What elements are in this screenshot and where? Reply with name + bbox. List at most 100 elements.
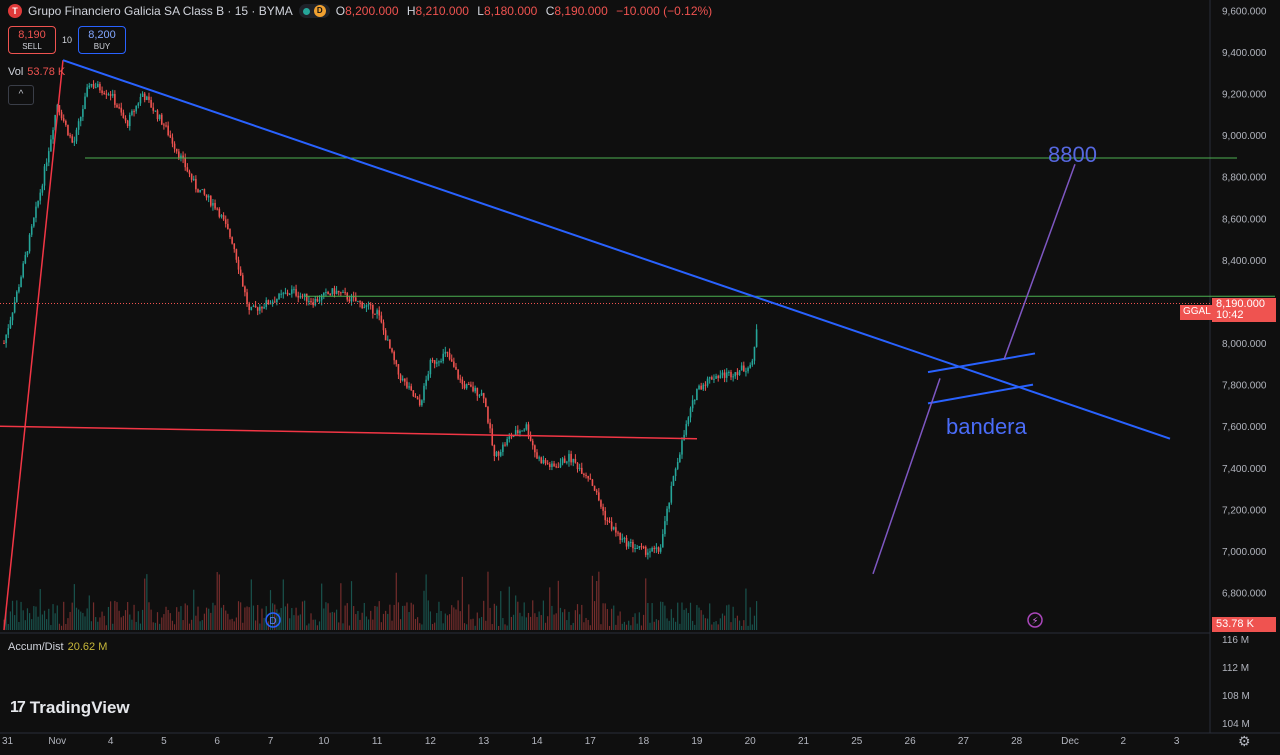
time-tick-label: Dec <box>1061 736 1079 747</box>
volume-bar <box>517 601 519 630</box>
candle-body <box>348 299 351 302</box>
candle-body <box>666 508 668 522</box>
volume-bar <box>585 617 587 630</box>
volume-bar <box>555 613 557 630</box>
candle-body <box>146 96 148 101</box>
volume-bar <box>353 606 355 630</box>
symbol-title[interactable]: Grupo Financiero Galicia SA Class B · 15… <box>28 4 293 18</box>
candle-body <box>297 295 300 298</box>
candle-body <box>293 289 295 291</box>
candle-body <box>124 117 127 121</box>
volume-bar <box>442 623 444 630</box>
volume-bar <box>254 620 257 630</box>
volume-bar <box>557 580 559 630</box>
volume-bar <box>7 624 9 630</box>
candle-body <box>617 532 619 534</box>
candle-body <box>653 548 656 550</box>
volume-bar <box>544 622 547 630</box>
volume-bar <box>613 605 615 630</box>
volume-bar <box>700 610 702 630</box>
buy-button[interactable]: 8,200 BUY <box>78 26 127 54</box>
volume-bar <box>717 624 719 630</box>
volume-bar <box>63 601 65 630</box>
time-axis[interactable]: 31 Nov 4 5 6 7 10 11 12 13 14 17 18 19 20 21 25 26 27 28 Dec… <box>2 736 1180 747</box>
volume-bar <box>299 614 301 630</box>
tradingview-logo[interactable]: 17 TradingView <box>10 698 130 717</box>
candle-body <box>738 370 741 375</box>
volume-bar <box>284 606 287 630</box>
candle-body <box>320 295 323 301</box>
volume-bar <box>52 604 54 630</box>
volume-bar <box>340 583 342 630</box>
volume-bar <box>414 618 417 630</box>
volume-bar <box>171 620 174 630</box>
candle-body <box>331 288 334 295</box>
volume-bar <box>50 625 52 630</box>
candle-body <box>372 304 374 314</box>
gear-icon[interactable]: ⚙ <box>1238 733 1251 749</box>
candle-body <box>467 384 470 386</box>
volume-bar <box>397 602 400 630</box>
candle-body <box>664 521 666 535</box>
volume-bar <box>146 574 148 630</box>
volume-bar <box>455 609 457 630</box>
candle-body <box>273 301 276 303</box>
candle-body <box>135 105 137 112</box>
volume-bar <box>318 621 321 630</box>
volume-bar <box>645 578 647 630</box>
symbol-price-tag: GGAL <box>1180 305 1214 320</box>
candle-body <box>623 537 626 539</box>
candle-body <box>126 120 129 127</box>
volume-bar <box>677 602 679 630</box>
candle-body <box>103 92 106 94</box>
volume-bar <box>218 574 220 630</box>
volume-bar <box>510 616 513 630</box>
candle-body <box>747 367 749 372</box>
volume-legend[interactable]: Vol 53.78 K <box>8 66 66 78</box>
candle-body <box>440 361 442 363</box>
volume-bar <box>466 624 468 630</box>
volume-bar <box>621 623 623 630</box>
volume-bar <box>69 611 71 630</box>
volume-bar <box>681 602 683 630</box>
candle-body <box>630 542 632 544</box>
time-tick-label: 5 <box>161 736 167 747</box>
market-status[interactable]: D <box>298 4 330 18</box>
candle-body <box>62 118 65 121</box>
candle-body <box>472 386 474 392</box>
candle-body <box>659 547 662 552</box>
sell-button[interactable]: 8,190 SELL <box>8 26 56 54</box>
candle-body <box>171 137 174 144</box>
candle-body <box>510 436 513 438</box>
candle-body <box>342 292 344 294</box>
symbol-logo-icon[interactable]: T <box>8 4 22 18</box>
candle-body <box>114 93 116 105</box>
volume-bar <box>664 605 666 630</box>
candle-body <box>382 322 385 331</box>
candle-body <box>713 378 715 380</box>
volume-bar <box>363 602 365 630</box>
volume-bar <box>566 620 568 630</box>
volume-bar <box>357 610 359 630</box>
chevron-up-icon[interactable]: ^ <box>8 85 34 105</box>
volume-bar <box>527 612 530 630</box>
time-tick-label: 31 <box>2 736 14 747</box>
candle-body <box>474 387 476 392</box>
time-tick-label: 12 <box>425 736 437 747</box>
candle-body <box>423 385 425 401</box>
drawings[interactable] <box>0 59 1275 631</box>
volume-bar <box>636 623 638 630</box>
horizontal-lines[interactable] <box>0 0 1280 734</box>
candle-body <box>233 243 236 250</box>
candle-body <box>480 393 483 396</box>
candle-body <box>497 451 500 456</box>
volume-bar <box>619 611 621 630</box>
accum-dist-legend[interactable]: Accum/Dist 20.62 M <box>8 641 108 653</box>
time-tick-label: 4 <box>108 736 114 747</box>
candle-body <box>414 396 417 398</box>
volume-bar <box>596 580 598 630</box>
volume-bar <box>131 619 133 630</box>
volume-bar <box>306 625 308 630</box>
volume-bar <box>593 601 596 630</box>
